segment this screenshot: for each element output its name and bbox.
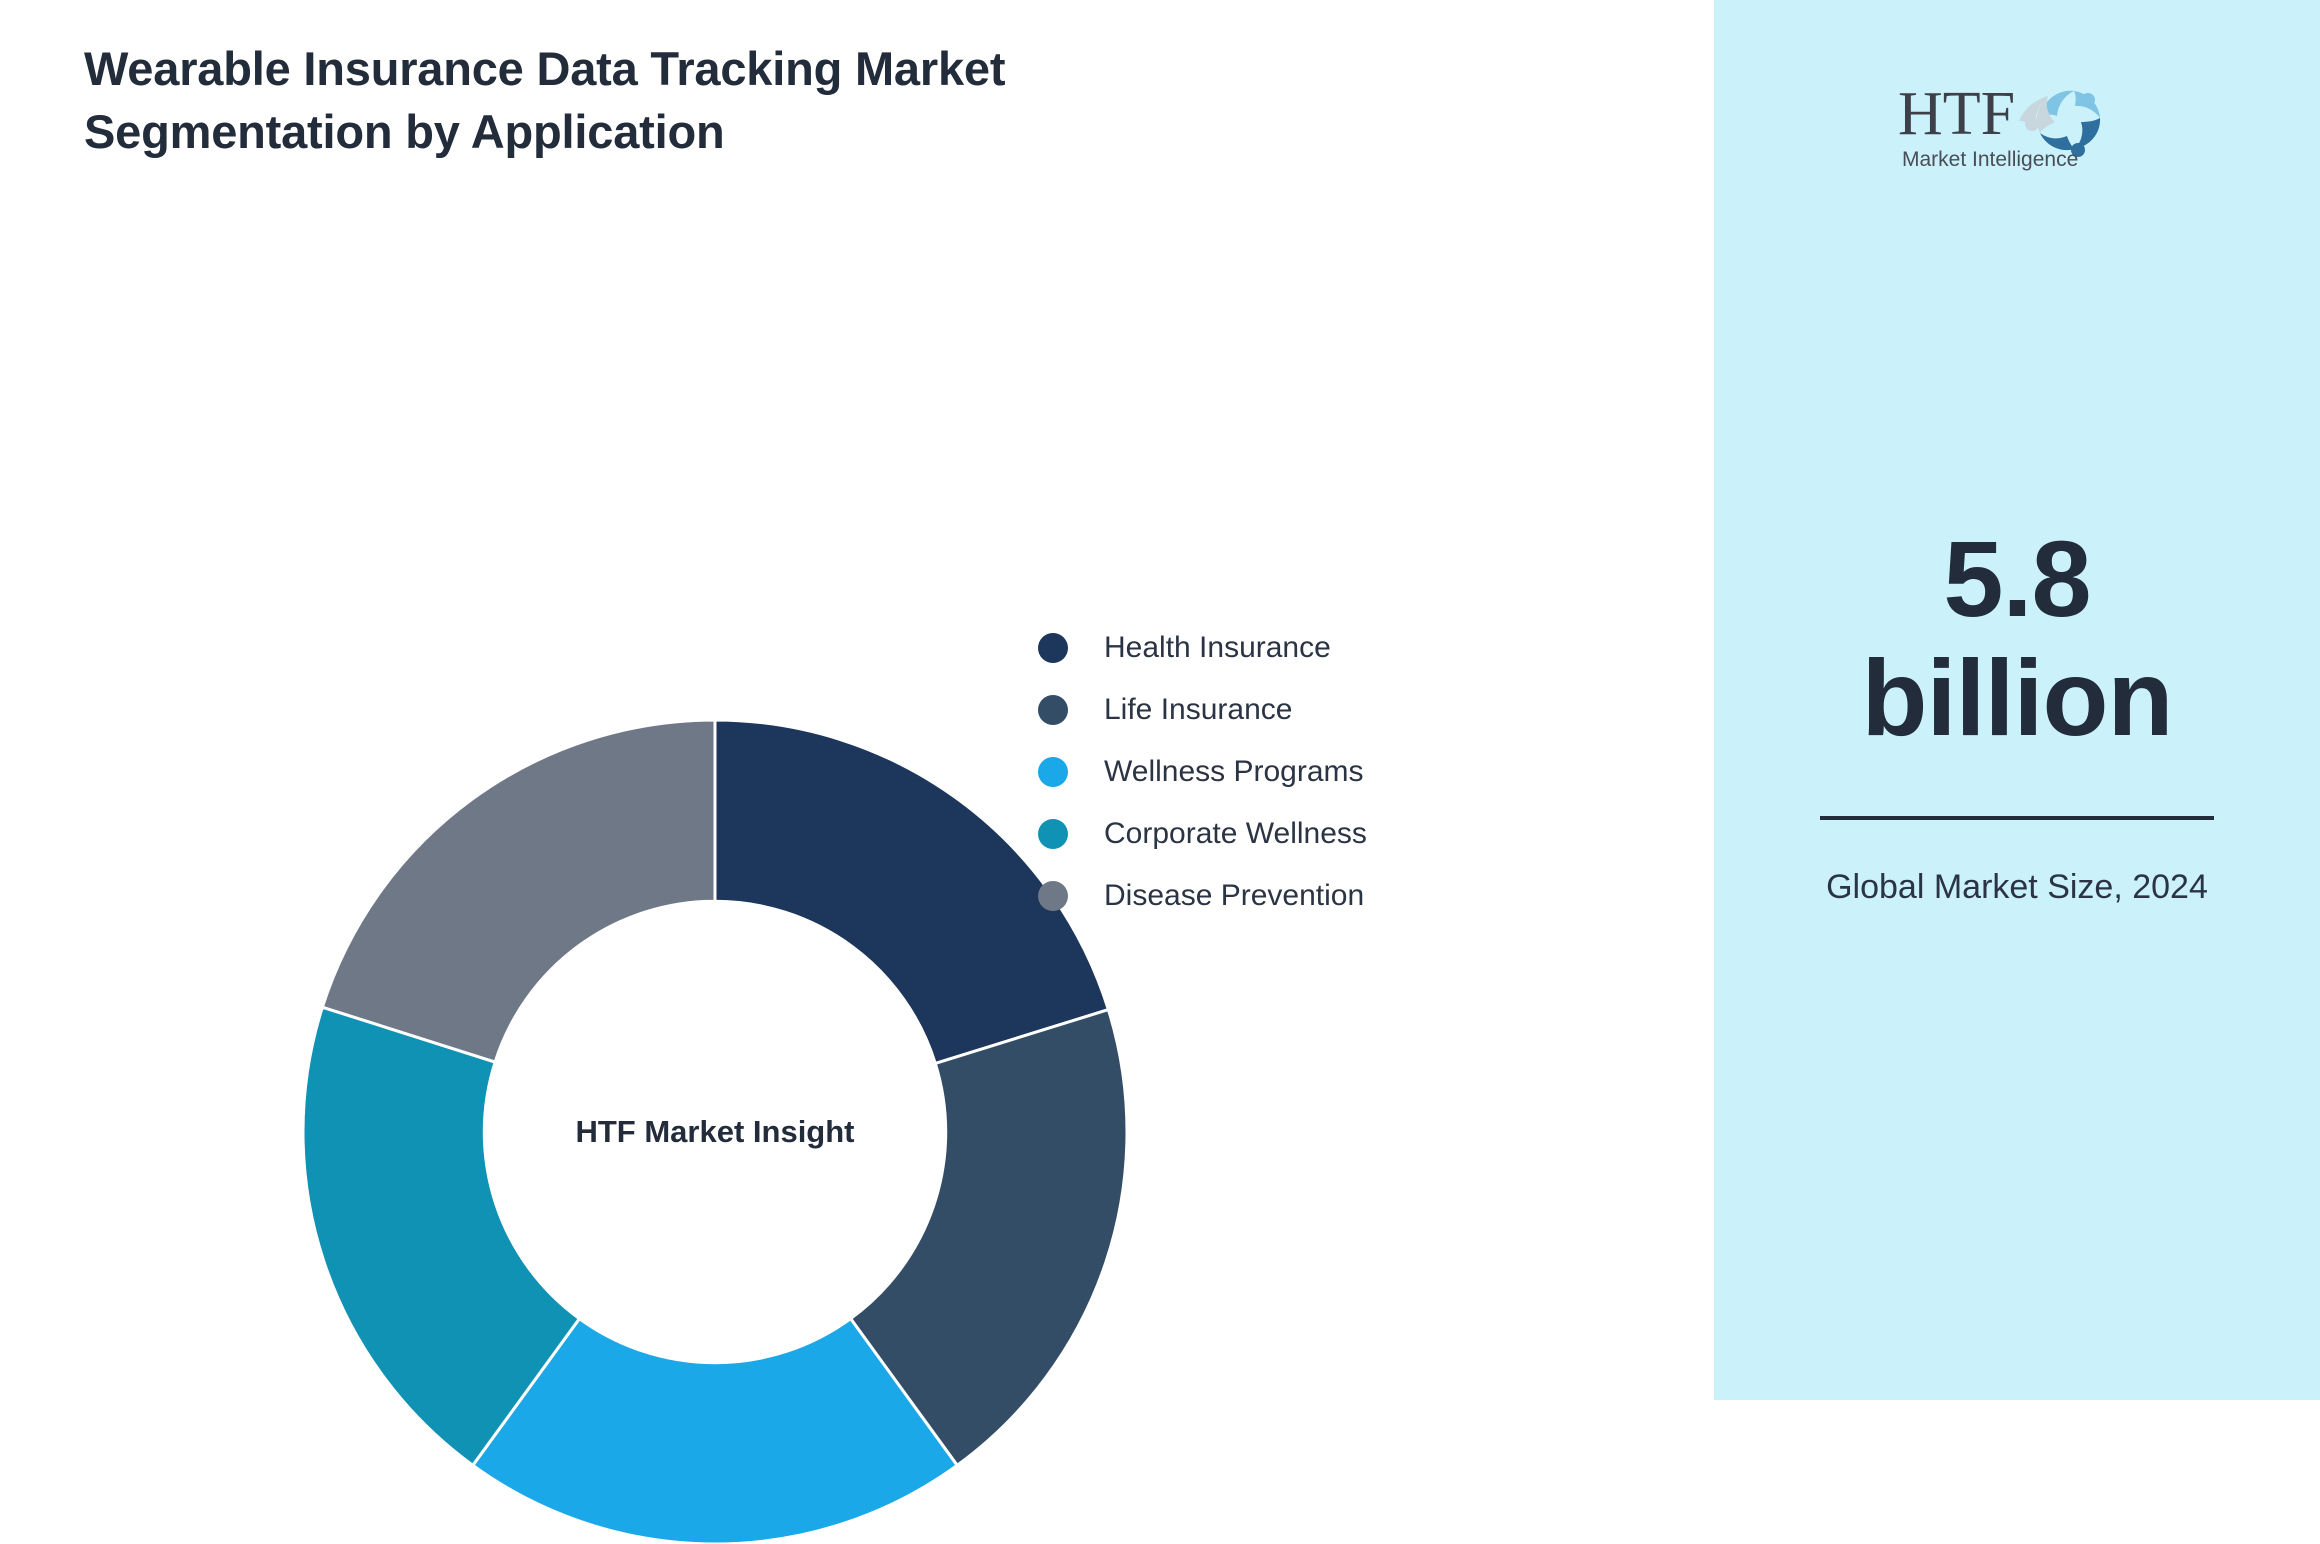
legend-item-label: Disease Prevention <box>1104 879 1365 912</box>
chart-panel: Wearable Insurance Data Tracking Market … <box>84 42 1367 1544</box>
legend-item-label: Health Insurance <box>1104 631 1331 664</box>
donut-slice <box>303 1005 582 1468</box>
stat-caption: Global Market Size, 2024 <box>1826 867 2208 906</box>
legend-swatch-icon <box>1038 819 1068 849</box>
donut-slice <box>713 720 1111 1066</box>
stat-value: 5.8 billion <box>1861 518 2174 758</box>
legend-swatch-icon <box>1038 695 1068 725</box>
legend-item-label: Wellness Programs <box>1104 755 1364 788</box>
legend-item: Corporate Wellness <box>1038 803 1367 865</box>
donut-slice-group <box>303 720 1127 1544</box>
logo-tagline-text: Market Intelligence <box>1902 148 2078 171</box>
legend-swatch-icon <box>1038 757 1068 787</box>
logo-emblem-icon <box>2019 90 2101 157</box>
page-title: Wearable Insurance Data Tracking Market … <box>84 42 1006 158</box>
legend-item: Health Insurance <box>1038 617 1367 679</box>
legend-item-label: Life Insurance <box>1104 693 1293 726</box>
infographic-root: Wearable Insurance Data Tracking Market … <box>84 0 2320 1544</box>
stat-divider <box>1820 815 2214 820</box>
stat-panel: HTF Market Intelligence 5.8 billi <box>1714 0 2320 1400</box>
legend-swatch-icon <box>1038 881 1068 911</box>
donut-chart-svg <box>303 720 1127 1544</box>
legend-swatch-icon <box>1038 633 1068 663</box>
donut-chart: HTF Market Insight <box>303 720 1127 1544</box>
logo-wordmark-text: HTF <box>1898 80 2015 148</box>
legend-item: Life Insurance <box>1038 679 1367 741</box>
legend-item: Wellness Programs <box>1038 741 1367 803</box>
legend-item-label: Corporate Wellness <box>1104 817 1367 850</box>
legend-item: Disease Prevention <box>1038 865 1367 927</box>
htf-logo-svg: HTF Market Intelligence <box>1898 80 2101 171</box>
htf-logo: HTF Market Intelligence <box>1892 62 2142 174</box>
donut-slice <box>320 720 717 1064</box>
chart-legend: Health Insurance Life Insurance Wellness P… <box>1038 617 1367 927</box>
market-size-stat: 5.8 billion Global Market Size, 2024 <box>1714 518 2320 911</box>
